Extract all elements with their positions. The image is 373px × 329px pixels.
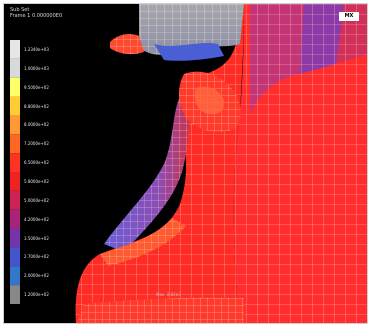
right-panel <box>233 4 367 323</box>
legend-swatch <box>10 247 20 267</box>
legend-label: 8.8000e+02 <box>24 103 49 109</box>
legend-label: 3.5000e+02 <box>24 235 49 241</box>
header-line-2: Frame 1 0.000000E0 <box>10 13 63 19</box>
view-badge: MX <box>339 12 359 21</box>
legend-label: 5.8000e+02 <box>24 178 49 184</box>
legend-swatch <box>10 266 20 286</box>
legend-label: 8.0000e+02 <box>24 122 49 128</box>
legend-swatch <box>10 115 20 135</box>
legend-label: 6.5000e+02 <box>24 160 49 166</box>
legend-swatch <box>10 96 20 116</box>
legend-label: 1.0000e+03 <box>24 65 49 71</box>
legend-swatch <box>10 190 20 210</box>
legend-swatch <box>10 58 20 78</box>
contour-legend-bar <box>10 40 20 304</box>
legend-swatch <box>10 153 20 172</box>
legend-swatch <box>10 134 20 154</box>
fea-viewport: Sub Set Frame 1 0.000000E0 1.2340e+03 1.0… <box>3 3 368 324</box>
legend-label: 1.2000e+02 <box>24 292 49 298</box>
legend-label: 5.0000e+02 <box>24 197 49 203</box>
legend-label: 7.2000e+02 <box>24 141 49 147</box>
legend-label: 1.2340e+03 <box>24 46 49 52</box>
central-boss <box>179 71 241 133</box>
legend-swatch <box>10 40 20 59</box>
legend-swatch <box>10 172 20 191</box>
header-line-1: Sub Set <box>10 7 30 13</box>
max-value-label: Max. 2.82e3 <box>156 292 181 297</box>
grey-top <box>110 4 244 61</box>
legend-label: 2.7000e+02 <box>24 254 49 260</box>
legend-swatch <box>10 77 20 97</box>
flange <box>100 218 186 266</box>
legend-swatch <box>10 209 20 229</box>
legend-swatch <box>10 228 20 248</box>
legend-label: 9.5000e+02 <box>24 84 49 90</box>
fea-mesh-render <box>75 4 367 323</box>
legend-label: 2.0000e+02 <box>24 273 49 279</box>
legend-label: 4.2000e+02 <box>24 216 49 222</box>
legend-swatch <box>10 285 20 304</box>
